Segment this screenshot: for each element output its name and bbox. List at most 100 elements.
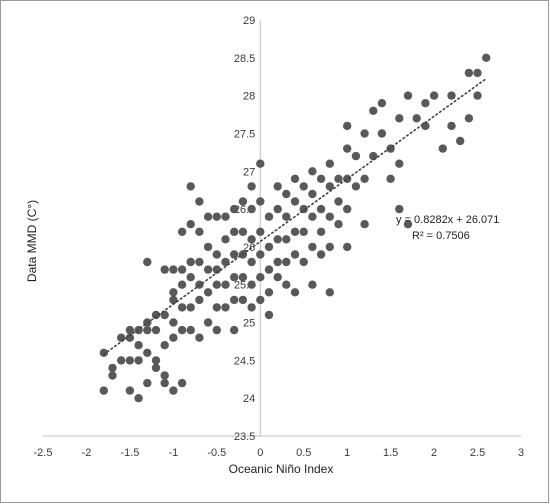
data-point <box>247 280 256 289</box>
data-point <box>203 212 213 221</box>
data-point <box>230 273 239 282</box>
data-point <box>238 197 248 206</box>
data-point <box>351 182 361 191</box>
data-point <box>230 295 239 305</box>
data-point <box>212 325 221 335</box>
data-point <box>212 303 221 312</box>
x-tick-labels: -2.5 -2 -1.5 -1 -0.5 0 0.5 1 1.5 2 2.5 3 <box>34 447 525 459</box>
data-point <box>256 273 265 282</box>
data-point <box>195 333 204 342</box>
data-point <box>221 303 230 312</box>
data-point <box>169 265 178 274</box>
data-point <box>160 371 169 380</box>
data-point <box>308 212 317 221</box>
y-tick-label: 24 <box>243 393 255 405</box>
data-point <box>395 114 404 123</box>
data-point <box>264 265 274 274</box>
data-point <box>360 174 369 183</box>
data-point <box>212 212 221 221</box>
data-point <box>290 250 300 259</box>
trendline-equation: y = 0.8282x + 26.071 <box>396 214 499 226</box>
data-point <box>282 189 291 199</box>
data-point <box>186 182 195 191</box>
data-point <box>203 318 213 327</box>
data-point <box>177 325 187 335</box>
data-point <box>282 212 291 221</box>
trendline-r-squared: R² = 0.7506 <box>412 230 470 242</box>
x-tick-label: 0.5 <box>296 447 311 459</box>
data-point <box>308 167 317 176</box>
trendline <box>103 77 488 356</box>
data-point <box>125 386 135 395</box>
data-point <box>299 182 308 191</box>
data-point <box>143 378 152 388</box>
data-point <box>343 242 352 252</box>
data-point <box>273 273 282 282</box>
data-point <box>473 68 482 78</box>
data-point <box>316 204 326 214</box>
data-point <box>169 318 178 327</box>
data-point <box>360 220 369 229</box>
data-point <box>316 174 326 183</box>
data-point <box>99 348 109 357</box>
data-point <box>230 325 239 335</box>
data-point <box>186 257 195 267</box>
x-tick-label: 3 <box>518 447 524 459</box>
data-point <box>238 273 248 282</box>
data-point <box>256 197 265 206</box>
data-point <box>134 356 143 365</box>
data-point <box>403 220 413 229</box>
data-point <box>273 235 282 244</box>
data-point <box>377 129 387 138</box>
data-point <box>221 212 230 221</box>
data-point <box>299 227 308 236</box>
y-tick-label: 28 <box>243 91 255 103</box>
data-point <box>195 257 204 267</box>
data-point <box>108 363 117 373</box>
data-point <box>169 333 178 342</box>
data-point <box>377 99 387 108</box>
data-point <box>334 197 343 206</box>
data-point <box>308 242 317 252</box>
data-point <box>334 174 343 183</box>
data-point <box>160 265 169 274</box>
data-point <box>177 265 187 274</box>
data-point <box>247 257 256 267</box>
data-point <box>212 280 221 289</box>
data-point <box>325 242 334 252</box>
data-point <box>143 348 152 357</box>
y-tick-label: 24.5 <box>234 355 255 367</box>
data-point <box>386 174 395 183</box>
data-point <box>125 325 135 335</box>
data-point <box>247 235 256 244</box>
data-point <box>247 303 256 312</box>
data-point <box>221 235 230 244</box>
data-point <box>186 325 195 335</box>
data-point <box>273 204 282 214</box>
data-point <box>369 106 378 116</box>
x-axis-title: Oceanic Niño Index <box>229 462 334 476</box>
y-tick-label: 25 <box>243 318 255 330</box>
data-point <box>247 182 256 191</box>
data-point <box>316 227 326 236</box>
data-point <box>325 212 334 221</box>
data-point <box>177 303 187 312</box>
data-point <box>125 356 135 365</box>
data-point <box>325 182 334 191</box>
data-point <box>273 182 282 191</box>
data-point <box>456 136 465 146</box>
data-point <box>177 280 187 289</box>
data-point <box>256 159 265 168</box>
data-point <box>221 280 230 289</box>
data-point <box>256 227 265 236</box>
data-point <box>160 341 169 350</box>
data-point <box>429 91 439 100</box>
data-point <box>186 220 195 229</box>
data-point <box>238 295 248 305</box>
data-point <box>421 121 430 131</box>
data-point <box>169 386 178 395</box>
data-point <box>221 257 230 267</box>
data-point <box>203 242 213 252</box>
data-point <box>395 204 404 214</box>
